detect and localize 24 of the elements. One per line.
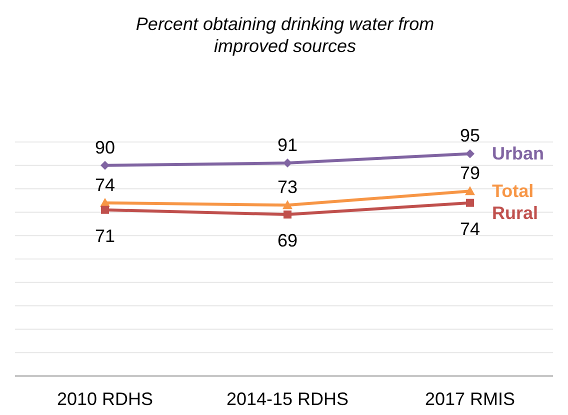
chart-title: Percent obtaining drinking water from improved sources (136, 14, 434, 56)
data-label: 95 (460, 126, 480, 146)
data-label: 74 (94, 174, 116, 195)
data-label: 69 (277, 230, 298, 251)
data-label: 91 (277, 135, 298, 156)
point (100, 160, 110, 170)
x-tick-label: 2010 RDHS (56, 389, 154, 409)
x-tick-label: 2017 RMIS (424, 389, 516, 409)
data-label: 79 (460, 163, 480, 184)
point (283, 158, 292, 168)
point (466, 198, 474, 207)
series-label: Rural (492, 203, 538, 224)
point (466, 149, 474, 158)
point (101, 206, 109, 214)
data-label: 73 (277, 177, 298, 198)
x-tick-label: 2014-15 RDHS (226, 389, 349, 409)
point (282, 200, 292, 210)
point (465, 186, 475, 196)
series-label: Urban (492, 144, 544, 164)
series-label: Total (492, 181, 534, 202)
point (284, 210, 292, 219)
data-label: 71 (94, 226, 116, 246)
data-label: 90 (94, 137, 116, 158)
data-label: 74 (460, 218, 480, 239)
